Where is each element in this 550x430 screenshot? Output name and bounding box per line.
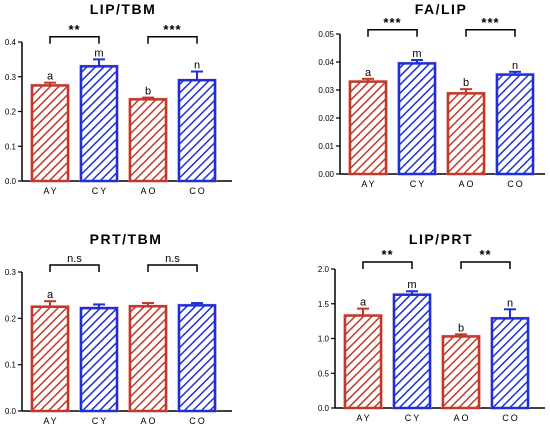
significance-bracket — [49, 36, 100, 44]
significance-label: ** — [68, 22, 80, 37]
chart-title: PRT/TBM — [90, 231, 163, 247]
bar-label: a — [47, 289, 54, 301]
bar — [177, 304, 217, 413]
bar — [490, 317, 530, 410]
significance-label: ** — [381, 247, 393, 262]
significance-bracket — [465, 29, 516, 37]
bar — [30, 84, 70, 183]
significance-bracket — [147, 264, 198, 273]
y-tick-label: 0.5 — [318, 369, 330, 378]
y-tick-label: 2.0 — [318, 265, 330, 274]
significance-bracket — [362, 261, 413, 270]
x-tick-label: AO — [453, 413, 470, 423]
y-tick-label: 0.01 — [318, 142, 334, 151]
bar-label: b — [463, 77, 469, 89]
bar-label: a — [365, 67, 372, 79]
bar — [128, 98, 168, 183]
y-tick-label: 0.1 — [5, 361, 17, 370]
chart-title: LIP/TBM — [90, 1, 157, 17]
significance-bracket — [460, 261, 511, 270]
bar-label: n — [512, 60, 518, 72]
y-tick-label: 0.0 — [5, 177, 17, 186]
panel-fa-lip: FA/LIP 0.00 0.01 0.02 0.03 0.04 0.05 a AY m CY b AO… — [318, 1, 545, 189]
bar — [128, 305, 168, 413]
chart-title: FA/LIP — [415, 1, 468, 17]
significance-bracket — [147, 36, 198, 44]
significance-bracket — [367, 29, 418, 37]
bar — [397, 62, 437, 176]
x-tick-label: AY — [361, 179, 376, 189]
y-tick-label: 0.05 — [318, 30, 334, 39]
bar — [446, 92, 486, 176]
x-tick-label: AO — [458, 179, 475, 189]
bar — [392, 293, 432, 410]
x-tick-label: AY — [43, 186, 58, 196]
significance-bracket — [49, 264, 100, 273]
x-tick-label: CO — [502, 413, 520, 423]
y-tick-label: 0.4 — [5, 38, 17, 47]
x-tick-label: AO — [140, 416, 157, 426]
bar — [177, 78, 217, 183]
bar-label: n — [507, 297, 513, 309]
bar-label: m — [94, 47, 103, 59]
y-tick-label: 1.0 — [318, 335, 330, 344]
significance-label: n.s — [165, 253, 180, 265]
bar-label: a — [360, 297, 367, 309]
x-tick-label: CY — [405, 413, 422, 423]
x-tick-label: CO — [189, 416, 207, 426]
x-tick-label: CO — [507, 179, 525, 189]
bar — [79, 65, 119, 183]
significance-label: *** — [383, 15, 401, 30]
significance-label: ** — [479, 247, 491, 262]
x-tick-label: CY — [92, 186, 109, 196]
panel-prt-tbm: PRT/TBM 0.0 0.1 0.2 0.3 a AY CY AO CO n.s n.s — [5, 231, 232, 426]
y-tick-label: 0.02 — [318, 114, 334, 123]
x-tick-label: AY — [356, 413, 371, 423]
y-tick-label: 0.0 — [318, 404, 330, 413]
x-tick-label: AY — [43, 416, 58, 426]
significance-label: *** — [163, 22, 181, 37]
y-tick-label: 0.03 — [318, 86, 334, 95]
y-tick-label: 0.3 — [5, 73, 17, 82]
bar-label: m — [412, 48, 421, 60]
bar-label: a — [47, 71, 54, 83]
x-tick-label: CY — [410, 179, 427, 189]
bar — [343, 314, 383, 410]
bar — [79, 306, 119, 413]
y-tick-label: 0.00 — [318, 170, 334, 179]
bar — [441, 335, 481, 410]
bar — [348, 80, 388, 176]
y-tick-label: 0.0 — [5, 407, 17, 416]
y-tick-label: 0.04 — [318, 58, 334, 67]
bar — [495, 73, 535, 176]
y-tick-label: 0.1 — [5, 142, 17, 151]
y-tick-label: 0.2 — [5, 314, 17, 323]
significance-label: n.s — [67, 253, 82, 265]
y-tick-label: 1.5 — [318, 300, 330, 309]
y-tick-label: 0.3 — [5, 268, 17, 277]
chart-title: LIP/PRT — [409, 231, 473, 247]
significance-label: *** — [481, 15, 499, 30]
x-tick-label: CO — [189, 186, 207, 196]
x-tick-label: CY — [92, 416, 109, 426]
x-tick-label: AO — [140, 186, 157, 196]
panel-lip-prt: LIP/PRT 0.0 0.5 1.0 1.5 2.0 a AY m CY b AO n CO ** ** — [318, 231, 545, 423]
bar — [30, 305, 70, 413]
y-tick-label: 0.2 — [5, 108, 17, 117]
bar-label: b — [458, 322, 464, 334]
bar-label: n — [194, 60, 200, 72]
bar-label: m — [407, 279, 416, 291]
bar-label: b — [145, 86, 151, 98]
